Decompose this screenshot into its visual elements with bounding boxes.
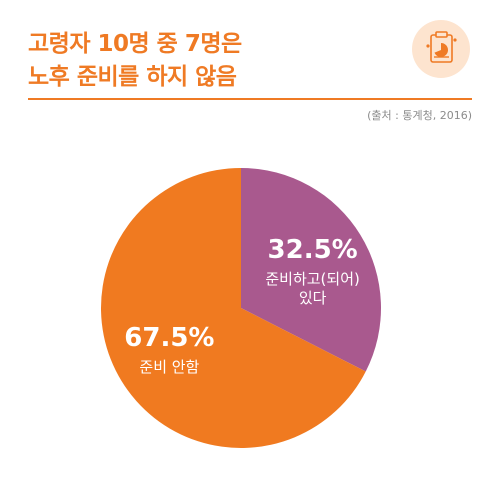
slice-category-label-1: 준비 안함	[139, 358, 199, 376]
title-line-1: 고령자 10명 중 7명은	[28, 31, 242, 57]
slice-category-label-0: 준비하고(되어)	[265, 270, 360, 288]
report-chart-icon	[412, 20, 470, 78]
slice-value-label-1: 67.5%	[124, 323, 214, 353]
pie-slice-0	[241, 168, 382, 372]
pie-slice-1	[101, 168, 366, 448]
source-note: (출처 : 통계청, 2016)	[367, 109, 472, 122]
page-title: 고령자 10명 중 7명은 노후 준비를 하지 않음	[28, 28, 242, 94]
slice-value-label-0: 32.5%	[268, 235, 358, 265]
title-line-2: 노후 준비를 하지 않음	[28, 64, 237, 90]
title-divider	[28, 98, 472, 100]
slice-category-label-0: 있다	[299, 289, 327, 307]
